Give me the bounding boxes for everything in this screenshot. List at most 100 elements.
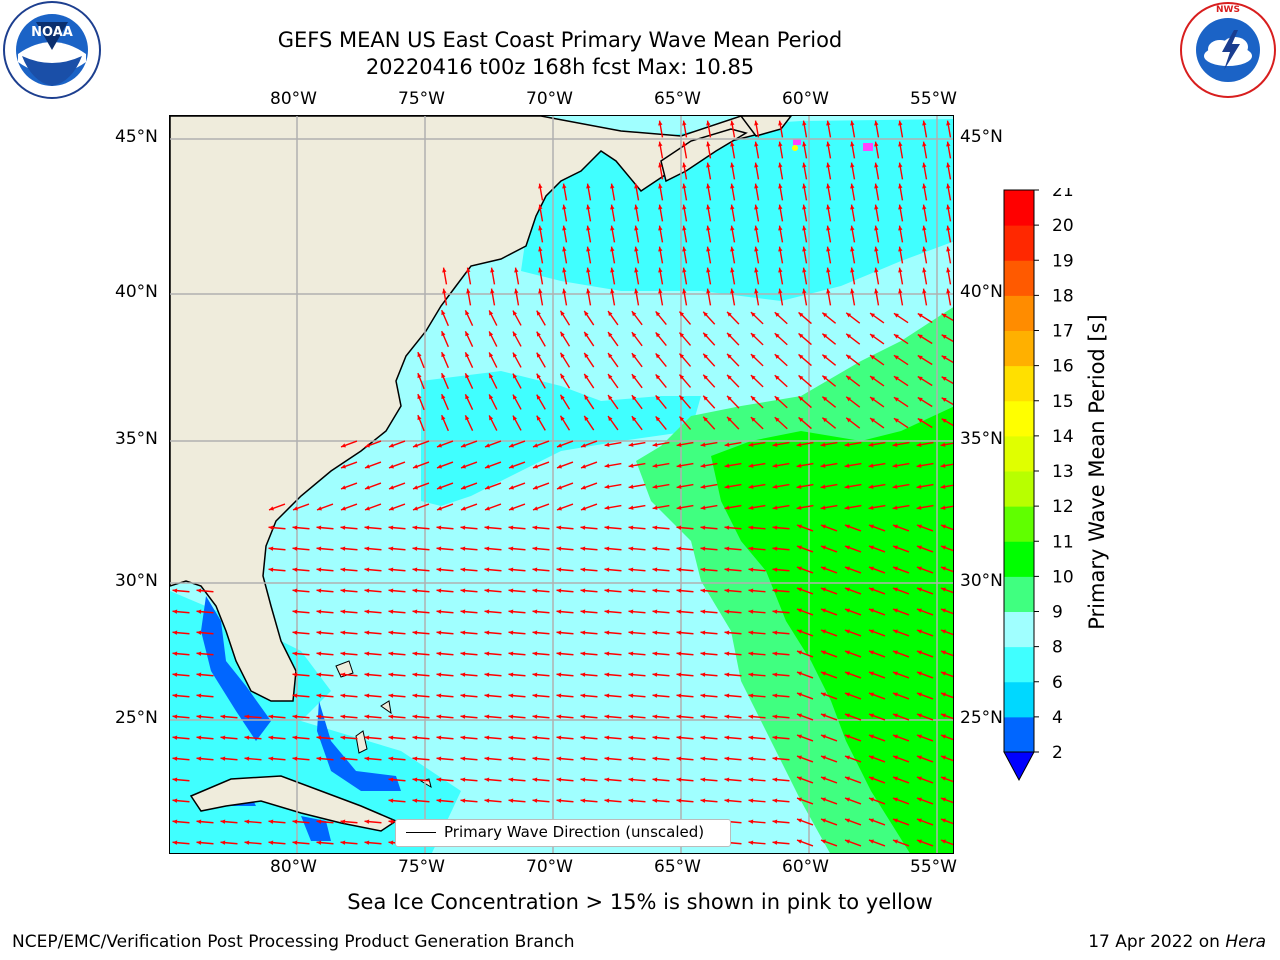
wave-arrow-head: [682, 225, 687, 231]
colorbar-label: Primary Wave Mean Period [s]: [1085, 314, 1109, 630]
wave-arrow-head: [292, 693, 298, 698]
wave-arrow-head: [679, 353, 685, 359]
wave-arrow-head: [631, 374, 637, 380]
wave-arrow-head: [750, 312, 756, 317]
wave-arrow-head: [652, 588, 658, 593]
wave-arrow-head: [562, 267, 567, 273]
wave-arrow-head: [682, 141, 687, 147]
wave-arrow-head: [388, 840, 394, 845]
wave-arrow-head: [556, 693, 562, 698]
wave-arrow-head: [772, 484, 778, 489]
wave-arrow-head: [941, 608, 946, 613]
wave-arrow-head: [917, 839, 922, 844]
wave-arrow-head: [292, 609, 298, 614]
wave-arrow-head: [700, 525, 706, 530]
colorbar-tick-label: 14: [1052, 427, 1074, 447]
wave-arrow-head: [893, 313, 899, 318]
wave-arrow-head: [658, 162, 663, 168]
wave-arrow-head: [850, 183, 855, 189]
wave-arrow-head: [512, 373, 518, 379]
wave-arrow-head: [532, 798, 538, 803]
wave-arrow-head: [364, 651, 370, 656]
wave-arrow-head: [676, 463, 682, 468]
wave-arrow-head: [340, 819, 346, 824]
wave-arrow-head: [652, 630, 658, 635]
wave-arrow-head: [941, 671, 946, 676]
wave-arrow-head: [460, 567, 466, 572]
wave-arrow-head: [412, 546, 418, 551]
wave-arrow-head: [652, 672, 658, 677]
wave-arrow-head: [634, 267, 639, 273]
wave-arrow-head: [917, 692, 922, 697]
wave-arrow-head: [802, 120, 807, 126]
wave-arrow-head: [562, 246, 567, 252]
wave-arrow-head: [268, 567, 274, 572]
wave-arrow-head: [509, 464, 514, 469]
wave-arrow-head: [893, 397, 899, 402]
wave-arrow-head: [196, 609, 202, 614]
wave-arrow-head: [489, 310, 494, 316]
wave-arrow-head: [604, 693, 610, 698]
wave-arrow-head: [388, 693, 394, 698]
wave-arrow-head: [532, 588, 538, 593]
wave-arrow-head: [484, 630, 490, 635]
wave-arrow-head: [778, 204, 783, 210]
colorbar-tick-label: 17: [1052, 322, 1074, 342]
colorbar: 2 4 6 8 9 10 11 12 13 14 15 16 17 18 19 20 21: [1003, 188, 1074, 782]
wave-arrow-head: [364, 567, 370, 572]
wave-arrow-head: [562, 204, 567, 210]
wave-arrow-head: [508, 609, 514, 614]
wave-arrow-head: [676, 588, 682, 593]
wave-arrow-head: [724, 756, 730, 761]
wave-arrow-head: [706, 204, 711, 210]
wave-arrow-head: [538, 183, 543, 189]
wave-arrow-head: [700, 609, 706, 614]
wave-arrow-head: [676, 777, 682, 782]
wave-arrow-head: [628, 484, 634, 489]
wave-arrow-head: [292, 651, 298, 656]
wave-arrow-head: [870, 376, 875, 381]
wave-arrow-head: [412, 735, 418, 740]
wave-arrow-head: [532, 546, 538, 551]
wave-arrow-head: [826, 246, 831, 252]
wave-arrow-head: [941, 776, 946, 781]
wave-arrow-head: [845, 608, 850, 613]
wave-arrow-head: [610, 183, 615, 189]
wave-arrow-head: [917, 608, 922, 613]
wave-arrow-head: [703, 374, 708, 380]
wave-arrow-head: [870, 334, 875, 339]
wave-arrow-head: [365, 485, 370, 490]
wave-arrow-head: [508, 714, 514, 719]
wave-arrow-head: [868, 505, 874, 510]
wave-arrow-head: [413, 485, 418, 490]
wave-arrow-head: [706, 162, 711, 168]
wave-arrow-head: [340, 546, 346, 551]
wave-arrow-head: [845, 839, 850, 844]
wave-arrow-head: [850, 141, 855, 147]
wave-arrow-head: [562, 288, 567, 294]
wave-arrow-head: [341, 506, 346, 511]
wave-arrow-head: [536, 394, 541, 400]
wave-arrow-head: [730, 225, 735, 231]
wave-arrow-head: [772, 609, 778, 614]
wave-arrow-head: [652, 609, 658, 614]
wave-arrow-head: [821, 692, 826, 697]
wave-arrow-head: [676, 672, 682, 677]
wave-arrow-head: [509, 485, 514, 490]
wave-arrow-head: [608, 416, 613, 422]
wave-arrow-head: [797, 839, 802, 844]
wave-arrow-head: [724, 484, 730, 489]
wave-arrow-head: [172, 840, 178, 845]
wave-arrow-head: [845, 629, 850, 634]
lon-tick-label-top: 65°W: [654, 89, 701, 109]
wave-arrow-head: [700, 693, 706, 698]
wave-arrow-head: [412, 756, 418, 761]
wave-arrow-head: [845, 713, 850, 718]
wave-arrow-head: [490, 267, 495, 273]
wave-arrow-head: [922, 267, 927, 273]
wave-arrow-head: [727, 353, 732, 359]
svg-text:NOAA: NOAA: [31, 25, 73, 40]
wave-arrow-head: [727, 416, 732, 422]
wave-arrow-head: [922, 120, 927, 126]
wave-arrow-head: [822, 312, 828, 318]
